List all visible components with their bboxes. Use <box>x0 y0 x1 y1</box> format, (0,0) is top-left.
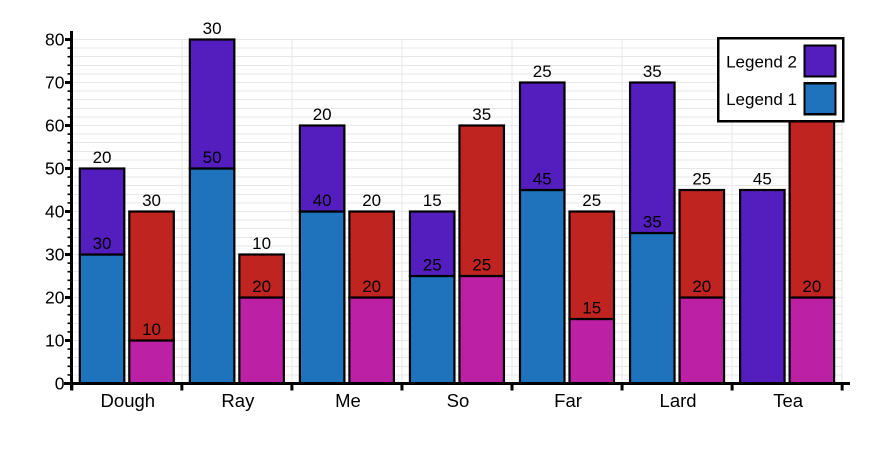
svg-text:20: 20 <box>313 105 332 124</box>
svg-text:25: 25 <box>423 256 442 275</box>
svg-text:35: 35 <box>643 62 662 81</box>
svg-text:10: 10 <box>45 331 65 351</box>
svg-text:30: 30 <box>45 245 65 265</box>
svg-text:35: 35 <box>472 105 491 124</box>
svg-text:Far: Far <box>554 390 582 411</box>
svg-text:20: 20 <box>45 288 65 308</box>
svg-text:20: 20 <box>692 277 711 296</box>
svg-text:20: 20 <box>362 191 381 210</box>
svg-text:0: 0 <box>55 374 65 394</box>
svg-text:50: 50 <box>203 148 222 167</box>
svg-text:25: 25 <box>472 256 491 275</box>
svg-text:Legend 1: Legend 1 <box>726 90 797 109</box>
svg-text:Lard: Lard <box>660 390 697 411</box>
svg-text:25: 25 <box>582 191 601 210</box>
svg-text:So: So <box>447 390 470 411</box>
svg-text:10: 10 <box>252 234 271 253</box>
svg-text:20: 20 <box>93 148 112 167</box>
svg-text:40: 40 <box>313 191 332 210</box>
svg-text:70: 70 <box>45 73 65 93</box>
svg-text:15: 15 <box>582 299 601 318</box>
svg-text:Legend 2: Legend 2 <box>726 52 797 71</box>
svg-text:20: 20 <box>252 277 271 296</box>
svg-text:30: 30 <box>93 234 112 253</box>
svg-text:20: 20 <box>362 277 381 296</box>
svg-text:Me: Me <box>335 390 361 411</box>
svg-text:45: 45 <box>753 170 772 189</box>
svg-text:80: 80 <box>45 30 65 50</box>
svg-text:25: 25 <box>692 170 711 189</box>
svg-text:15: 15 <box>423 191 442 210</box>
svg-text:Dough: Dough <box>101 390 156 411</box>
svg-text:40: 40 <box>45 202 65 222</box>
svg-text:Ray: Ray <box>221 390 255 411</box>
svg-text:10: 10 <box>142 320 161 339</box>
svg-text:Tea: Tea <box>773 390 804 411</box>
svg-text:50: 50 <box>45 159 65 179</box>
svg-text:30: 30 <box>203 19 222 38</box>
svg-text:20: 20 <box>802 277 821 296</box>
svg-text:45: 45 <box>533 170 552 189</box>
svg-text:60: 60 <box>45 116 65 136</box>
svg-text:35: 35 <box>643 213 662 232</box>
svg-text:30: 30 <box>142 191 161 210</box>
svg-text:25: 25 <box>533 62 552 81</box>
